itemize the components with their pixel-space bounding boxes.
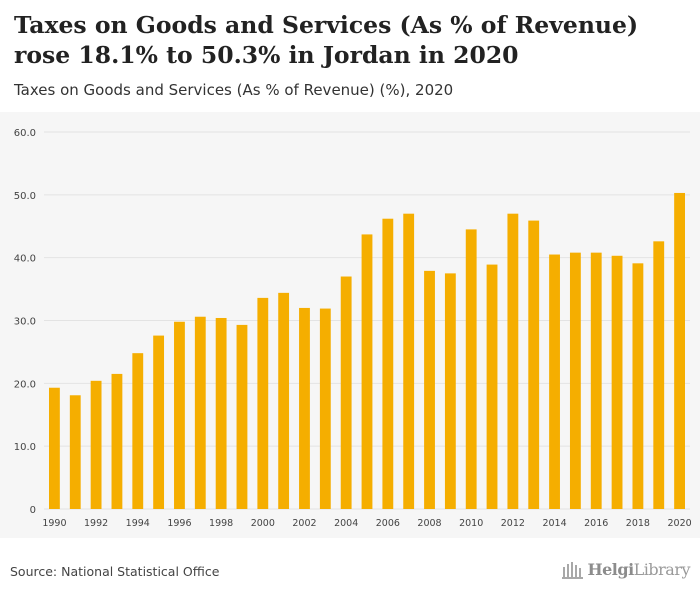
chart-subtitle: Taxes on Goods and Services (As % of Rev… xyxy=(14,81,454,99)
chart-title: Taxes on Goods and Services (As % of Rev… xyxy=(14,11,639,69)
brand-logo: HelgiLibrary xyxy=(561,560,691,579)
bar-1998 xyxy=(215,317,227,509)
bar-2016 xyxy=(590,252,602,509)
footer xyxy=(0,538,700,596)
bar-2009 xyxy=(444,273,456,509)
bar-chart: 010.020.030.040.050.060.0 1990 1992 1994 19… xyxy=(14,128,692,529)
brand-name-regular: Library xyxy=(633,560,691,579)
bar-2018 xyxy=(632,263,644,509)
bars xyxy=(49,192,685,509)
bar-2015 xyxy=(569,252,581,509)
bar-2002 xyxy=(299,307,310,509)
x-tick-label: 2012 xyxy=(501,518,525,529)
x-tick-label: 2004 xyxy=(334,518,358,529)
y-tick-label: 40.0 xyxy=(14,254,36,265)
bar-2006 xyxy=(382,218,394,509)
x-tick-label: 1998 xyxy=(209,518,233,529)
bar-2020 xyxy=(674,192,685,509)
bar-2000 xyxy=(257,297,269,509)
bar-1997 xyxy=(194,316,206,509)
x-tick-label: 2018 xyxy=(626,518,650,529)
x-tick-label: 2002 xyxy=(292,518,316,529)
x-tick-label: 2016 xyxy=(584,518,608,529)
y-tick-label: 10.0 xyxy=(14,442,36,453)
bar-1995 xyxy=(153,335,165,509)
bar-1996 xyxy=(174,321,185,509)
x-tick-label: 1994 xyxy=(126,518,150,529)
bar-1992 xyxy=(90,380,102,509)
bar-2019 xyxy=(653,241,665,509)
bar-2010 xyxy=(465,229,477,509)
bar-2014 xyxy=(549,254,560,509)
bar-1991 xyxy=(69,395,81,509)
x-axis-ticks: 1990 1992 1994 1996 1998 2000 2002 2004 2006 2008… xyxy=(42,518,691,529)
bar-1990 xyxy=(49,387,60,509)
x-tick-label: 2014 xyxy=(542,518,566,529)
source-note: Source: National Statistical Office xyxy=(10,564,220,579)
y-tick-label: 50.0 xyxy=(14,191,36,202)
brand-name-bold: Helgi xyxy=(587,560,635,579)
bar-2004 xyxy=(340,276,352,509)
bar-1994 xyxy=(132,353,144,509)
x-tick-label: 2000 xyxy=(251,518,275,529)
x-tick-label: 1992 xyxy=(84,518,108,529)
y-tick-label: 30.0 xyxy=(14,317,36,328)
bar-2011 xyxy=(486,264,498,509)
bar-2013 xyxy=(528,220,540,509)
y-tick-label: 60.0 xyxy=(14,128,36,139)
bar-1999 xyxy=(236,324,248,509)
x-tick-label: 1996 xyxy=(167,518,191,529)
bar-2007 xyxy=(403,213,415,509)
brand-name: HelgiLibrary xyxy=(588,560,691,579)
plot-area: 0 10.0 20.0 30.0 40.0 50.0 60.0 1990 1992 1994 19… xyxy=(0,112,700,538)
x-tick-label: 1990 xyxy=(42,518,66,529)
bar-2008 xyxy=(424,270,435,509)
library-icon xyxy=(561,561,583,579)
bar-2001 xyxy=(278,292,290,509)
x-tick-label: 2010 xyxy=(459,518,483,529)
bar-2017 xyxy=(611,255,623,509)
x-tick-label: 2006 xyxy=(376,518,400,529)
bar-2012 xyxy=(507,213,519,509)
y-axis-ticks: 0 10.0 20.0 30.0 40.0 50.0 60.0 xyxy=(14,128,36,516)
x-tick-label: 2020 xyxy=(667,518,691,529)
y-tick-label: 20.0 xyxy=(14,379,36,390)
x-tick-label: 2008 xyxy=(417,518,441,529)
bar-2005 xyxy=(361,234,373,509)
bar-1993 xyxy=(111,373,123,509)
bar-2003 xyxy=(319,308,331,509)
y-tick-label: 0 xyxy=(30,505,36,516)
